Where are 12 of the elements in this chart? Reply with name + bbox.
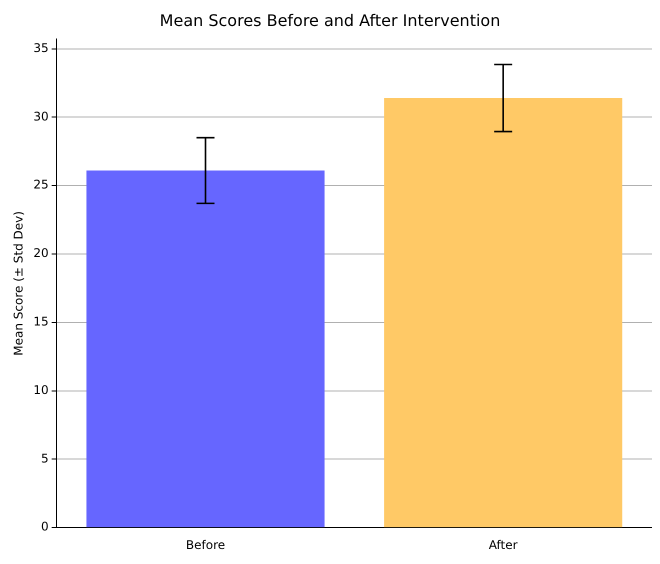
chart-title: Mean Scores Before and After Intervention bbox=[160, 10, 500, 30]
y-tick-label: 0 bbox=[41, 520, 49, 534]
y-tick-label: 25 bbox=[33, 178, 49, 192]
y-tick-label: 20 bbox=[33, 246, 49, 260]
y-tick-label: 15 bbox=[33, 314, 49, 329]
x-tick-label: After bbox=[488, 538, 518, 552]
y-tick-label: 5 bbox=[41, 451, 49, 466]
y-tick-label: 30 bbox=[33, 109, 49, 124]
y-tick-label: 35 bbox=[33, 40, 49, 55]
x-tick-label: Before bbox=[186, 538, 226, 552]
y-tick-label: 10 bbox=[33, 382, 49, 397]
y-axis-title: Mean Score (± Std Dev) bbox=[11, 211, 26, 356]
